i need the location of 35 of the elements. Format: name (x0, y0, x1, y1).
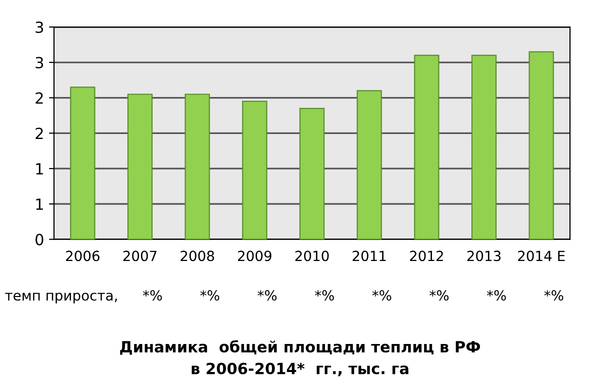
bar (184, 94, 210, 240)
y-tick-label: 2 (36, 92, 43, 104)
x-tick-label: 2009 (238, 250, 272, 262)
text: *% (258, 290, 277, 301)
text: темп прироста, (5, 292, 117, 304)
bar (414, 54, 440, 240)
y-tick-label: 2 (36, 128, 43, 139)
text: *% (430, 290, 449, 301)
text: Динамика общей площади теплиц в РФ в 2006-2014* гг., тыс. га (120, 340, 480, 376)
bar (471, 54, 497, 240)
x-tick-label: 2011 (352, 250, 386, 262)
bar (242, 100, 268, 240)
y-tick-label: 0 (36, 234, 44, 246)
bar (70, 86, 96, 240)
x-tick-label: 2012 (410, 250, 443, 262)
text: *% (142, 290, 162, 301)
text: *% (200, 290, 220, 301)
x-tick-label: 2006 (66, 250, 100, 262)
x-tick-label: 2010 (295, 250, 329, 262)
text: *% (372, 290, 392, 301)
y-tick-label: 1 (36, 198, 43, 210)
bar (299, 108, 325, 240)
text: *% (314, 290, 334, 301)
x-tick-label: 2013 (467, 250, 501, 262)
bar (528, 51, 554, 240)
y-tick-label: 1 (36, 163, 43, 174)
x-tick-label: 2008 (180, 250, 214, 262)
x-tick-label: 2014 E (518, 250, 565, 262)
text: *% (486, 290, 506, 301)
x-tick-label: 2007 (123, 250, 156, 262)
y-tick-label: 3 (36, 21, 44, 34)
bar (356, 90, 382, 240)
y-tick-label: 3 (36, 56, 44, 68)
text: *% (544, 290, 564, 301)
bar (127, 94, 153, 240)
